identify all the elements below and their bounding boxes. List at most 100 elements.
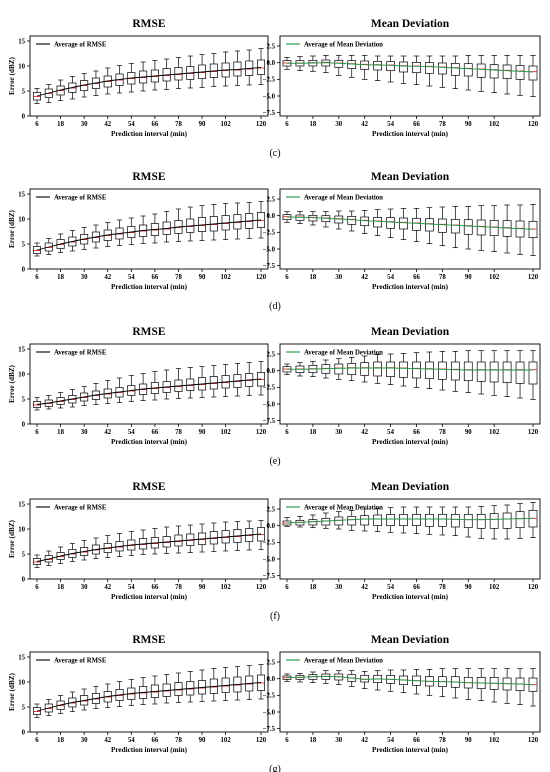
box-90 xyxy=(463,205,473,250)
box-18 xyxy=(308,671,318,684)
y-axis-label: Error (dBZ) xyxy=(8,56,16,94)
box-36 xyxy=(347,210,357,232)
legend-label: Average of Mean Deviation xyxy=(304,194,383,201)
x-tick-label: 18 xyxy=(57,584,64,591)
x-axis-label: Prediction interval (min) xyxy=(111,746,188,754)
x-tick-label: 102 xyxy=(221,737,232,744)
box-72 xyxy=(425,668,434,696)
box-iqr xyxy=(463,513,473,529)
box-iqr xyxy=(450,218,460,234)
legend-label: Average of RMSE xyxy=(54,41,107,48)
x-tick-label: 90 xyxy=(199,584,206,591)
y-tick-label: −5.0 xyxy=(263,93,276,100)
box-102 xyxy=(489,205,499,253)
x-tick-label: 54 xyxy=(387,121,394,128)
box-iqr xyxy=(360,362,370,376)
box-108 xyxy=(502,350,512,398)
legend-label: Average of RMSE xyxy=(54,194,107,201)
box-6 xyxy=(32,88,42,104)
box-iqr xyxy=(412,361,421,379)
box-84 xyxy=(186,671,195,703)
x-tick-label: 42 xyxy=(361,121,368,128)
y-tick-label: 10 xyxy=(18,526,25,533)
legend-label: Average of Mean Deviation xyxy=(304,657,383,664)
box-36 xyxy=(347,356,357,382)
panel-row-0: RMSE 0 5 10 15 6 18 30 42 54 66 78 90 102 120 Predictio… xyxy=(8,18,541,159)
box-30 xyxy=(80,540,89,561)
box-iqr xyxy=(463,219,473,235)
x-tick-label: 120 xyxy=(528,121,539,128)
box-48 xyxy=(373,55,382,82)
box-36 xyxy=(347,509,357,531)
box-48 xyxy=(373,507,382,533)
chart-title: RMSE xyxy=(132,481,166,493)
y-tick-label: −2.5 xyxy=(263,77,276,84)
x-tick-label: 30 xyxy=(335,737,342,744)
box-60 xyxy=(139,677,148,705)
chart-title: RMSE xyxy=(132,171,166,183)
x-tick-label: 6 xyxy=(285,737,289,744)
chart-title: RMSE xyxy=(132,326,166,338)
box-iqr xyxy=(425,361,434,380)
x-tick-label: 120 xyxy=(528,274,539,281)
box-108 xyxy=(233,202,242,240)
box-48 xyxy=(373,209,382,237)
x-tick-label: 90 xyxy=(465,121,472,128)
box-iqr xyxy=(476,513,486,529)
box-78 xyxy=(438,668,447,698)
box-114 xyxy=(245,49,254,86)
box-66 xyxy=(412,668,421,695)
x-tick-label: 54 xyxy=(128,737,135,744)
box-iqr xyxy=(256,59,266,75)
box-iqr xyxy=(425,513,434,527)
box-12 xyxy=(295,515,305,528)
box-iqr xyxy=(528,65,538,81)
y-tick-label: 10 xyxy=(18,63,25,70)
x-tick-label: 78 xyxy=(175,737,182,744)
x-tick-label: 102 xyxy=(221,121,232,128)
box-60 xyxy=(139,373,148,401)
x-tick-label: 120 xyxy=(528,737,539,744)
box-78 xyxy=(438,506,447,536)
mean-deviation-chart: Mean Deviation −7.5 −5.0 −2.5 0.0 2.5 6 18 30 42 5… xyxy=(263,634,541,754)
x-tick-label: 90 xyxy=(199,121,206,128)
box-48 xyxy=(373,354,382,384)
x-tick-label: 42 xyxy=(104,274,111,281)
box-60 xyxy=(399,352,408,387)
mean-deviation-chart: Mean Deviation −7.5 −5.0 −2.5 0.0 2.5 6 18 30 42 5… xyxy=(263,481,541,601)
box-102 xyxy=(489,54,499,94)
y-tick-label: 0.0 xyxy=(267,676,276,683)
x-axis-label: Prediction interval (min) xyxy=(372,593,449,601)
y-tick-label: −7.5 xyxy=(263,263,276,270)
legend-label: Average of RMSE xyxy=(54,349,107,356)
box-66 xyxy=(150,213,159,244)
chart-title: Mean Deviation xyxy=(371,171,450,183)
box-108 xyxy=(502,668,512,704)
x-tick-label: 78 xyxy=(439,737,446,744)
panel-label: (f) xyxy=(270,611,280,622)
box-120 xyxy=(528,350,538,400)
box-78 xyxy=(438,350,447,391)
box-60 xyxy=(399,669,408,694)
x-tick-label: 120 xyxy=(528,584,539,591)
box-78 xyxy=(174,368,183,399)
mean-deviation-chart: Mean Deviation −7.5 −5.0 −2.5 0.0 2.5 6 18 30 42 5… xyxy=(263,326,541,446)
x-tick-label: 120 xyxy=(528,429,539,436)
box-120 xyxy=(528,203,538,257)
panel-label: (g) xyxy=(269,764,281,772)
box-iqr xyxy=(321,517,331,526)
box-iqr xyxy=(528,361,538,385)
x-tick-label: 66 xyxy=(413,121,420,128)
box-102 xyxy=(221,667,230,701)
x-axis-label: Prediction interval (min) xyxy=(372,283,449,291)
box-iqr xyxy=(425,218,434,232)
box-90 xyxy=(198,54,207,88)
mean-deviation-chart: Mean Deviation −7.5 −5.0 −2.5 0.0 2.5 6 18 30 42 5… xyxy=(263,18,541,138)
box-iqr xyxy=(412,61,421,74)
box-iqr xyxy=(515,64,525,80)
x-tick-label: 6 xyxy=(285,121,289,128)
box-84 xyxy=(450,506,460,537)
x-axis-label: Prediction interval (min) xyxy=(111,130,188,138)
box-18 xyxy=(308,55,318,72)
box-66 xyxy=(412,207,421,243)
